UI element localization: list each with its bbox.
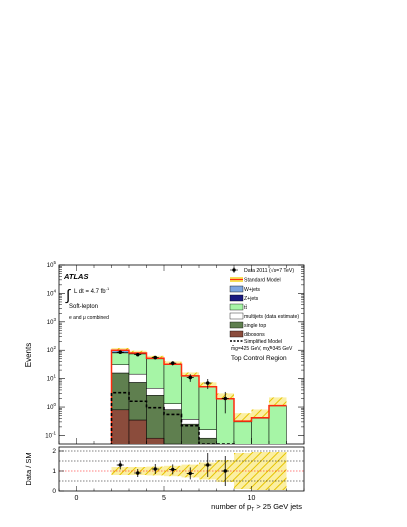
data-point [170, 361, 175, 365]
legend: Data 2011 (√s=7 TeV) Standard Model W+je… [229, 267, 299, 362]
legend-wjets-label: W+jets [244, 287, 260, 293]
legend-dibosons: dibosons [229, 330, 265, 338]
y-tick-label: 103 [47, 317, 57, 326]
stack-bar-single-top [146, 395, 165, 439]
legend-dibosons-label: dibosons [244, 332, 265, 338]
legend-multijets: multijets (data estimate) [229, 312, 299, 320]
legend-single-top: single top [229, 321, 266, 329]
ratio-y-tick-label: 0 [52, 488, 56, 495]
stack-bar-multijets-data-estimate- [146, 388, 165, 396]
legend-sm-label: Standard Model [244, 278, 281, 284]
ratio-point [223, 469, 227, 473]
stack-bar-single-top [181, 423, 200, 444]
stack-bar-dibosons [128, 419, 147, 444]
stack-bar-tt [146, 358, 165, 389]
legend-simplified-label: Simplified Model [244, 339, 282, 345]
stack-bar-multijets-data-estimate- [111, 364, 130, 374]
stack-bar-tt [111, 352, 130, 366]
x-axis-label: number of pT > 25 GeV jets [211, 502, 302, 513]
ratio-point [118, 463, 122, 467]
stack-bar-tt [163, 364, 182, 404]
y-tick-label: 100 [47, 402, 57, 411]
ratio-y-axis-label: Data / SM [24, 452, 33, 485]
ratio-y-tick-label: 1 [52, 468, 56, 475]
integral-sign: ∫ [65, 287, 72, 304]
legend-masses-label: m̃g=425 GeV, mχ̃̃=345 GeV [231, 345, 293, 352]
stack-bar-dibosons [146, 437, 165, 444]
stack-bar-tt [198, 386, 217, 430]
ratio-uncertainty-band [269, 452, 287, 490]
legend-data: Data 2011 (√s=7 TeV) [230, 267, 294, 274]
stack-bar-multijets-data-estimate- [163, 403, 182, 410]
stack-bar-single-top [111, 372, 130, 411]
legend-wjets: W+jets [229, 285, 260, 293]
x-tick-label: 0 [75, 495, 79, 502]
x-tick-label: 5 [162, 495, 166, 502]
stack-bar-multijets-data-estimate- [181, 419, 200, 425]
stack-bar-tt [128, 353, 147, 375]
atlas-label: ATLAS [63, 272, 88, 281]
ratio-point [188, 471, 192, 476]
y-tick-label: 104 [47, 288, 57, 297]
y-tick-label: 105 [47, 260, 57, 269]
ratio-point [206, 463, 210, 467]
stack-bar-dibosons [111, 409, 130, 444]
channel-label: Soft-lepton [69, 304, 98, 310]
legend-zjets: Z+jets [229, 294, 259, 302]
stack-bar-multijets-data-estimate- [128, 373, 147, 383]
legend-standard-model: Standard Model [230, 277, 281, 284]
legend-data-label: Data 2011 (√s=7 TeV) [244, 267, 294, 274]
stack-bar-single-top [198, 437, 217, 444]
x-tick-label: 10 [248, 495, 256, 502]
y-tick-label: 10-1 [45, 430, 56, 439]
legend-zjets-label: Z+jets [244, 296, 259, 302]
legend-ttbar: tt̄ [229, 303, 247, 311]
legend-single-top-label: single top [244, 323, 266, 329]
data-point [205, 381, 210, 385]
combined-label: e and μ combined [69, 315, 109, 321]
data-point [118, 350, 123, 355]
legend-simplified-model: Simplified Model [230, 339, 282, 345]
standard-model-line [110, 349, 287, 444]
data-point [153, 355, 158, 360]
y-axis-label: Events [24, 343, 33, 367]
legend-multijets-label: multijets (data estimate) [244, 314, 299, 320]
stack-bar-multijets-data-estimate- [198, 429, 217, 439]
data-point [223, 396, 228, 401]
stack-bar-tt [268, 405, 287, 444]
data-point [188, 375, 193, 380]
stack-bar-tt [251, 418, 270, 444]
y-tick-label: 102 [47, 345, 57, 354]
luminosity-label: L dt = 4.7 fb-1 [74, 286, 110, 295]
stack-bar-tt [181, 375, 200, 420]
ratio-point [171, 467, 175, 472]
ratio-point [153, 467, 157, 471]
ratio-point [136, 471, 140, 475]
y-tick-label: 101 [47, 374, 57, 383]
ratio-y-tick-label: 2 [52, 448, 56, 455]
simplified-model-line [110, 391, 235, 444]
stack-bar-tt [233, 421, 252, 444]
data-point [135, 352, 140, 357]
legend-ttbar-label: tt̄ [244, 304, 247, 311]
region-label: Top Control Region [231, 355, 287, 362]
